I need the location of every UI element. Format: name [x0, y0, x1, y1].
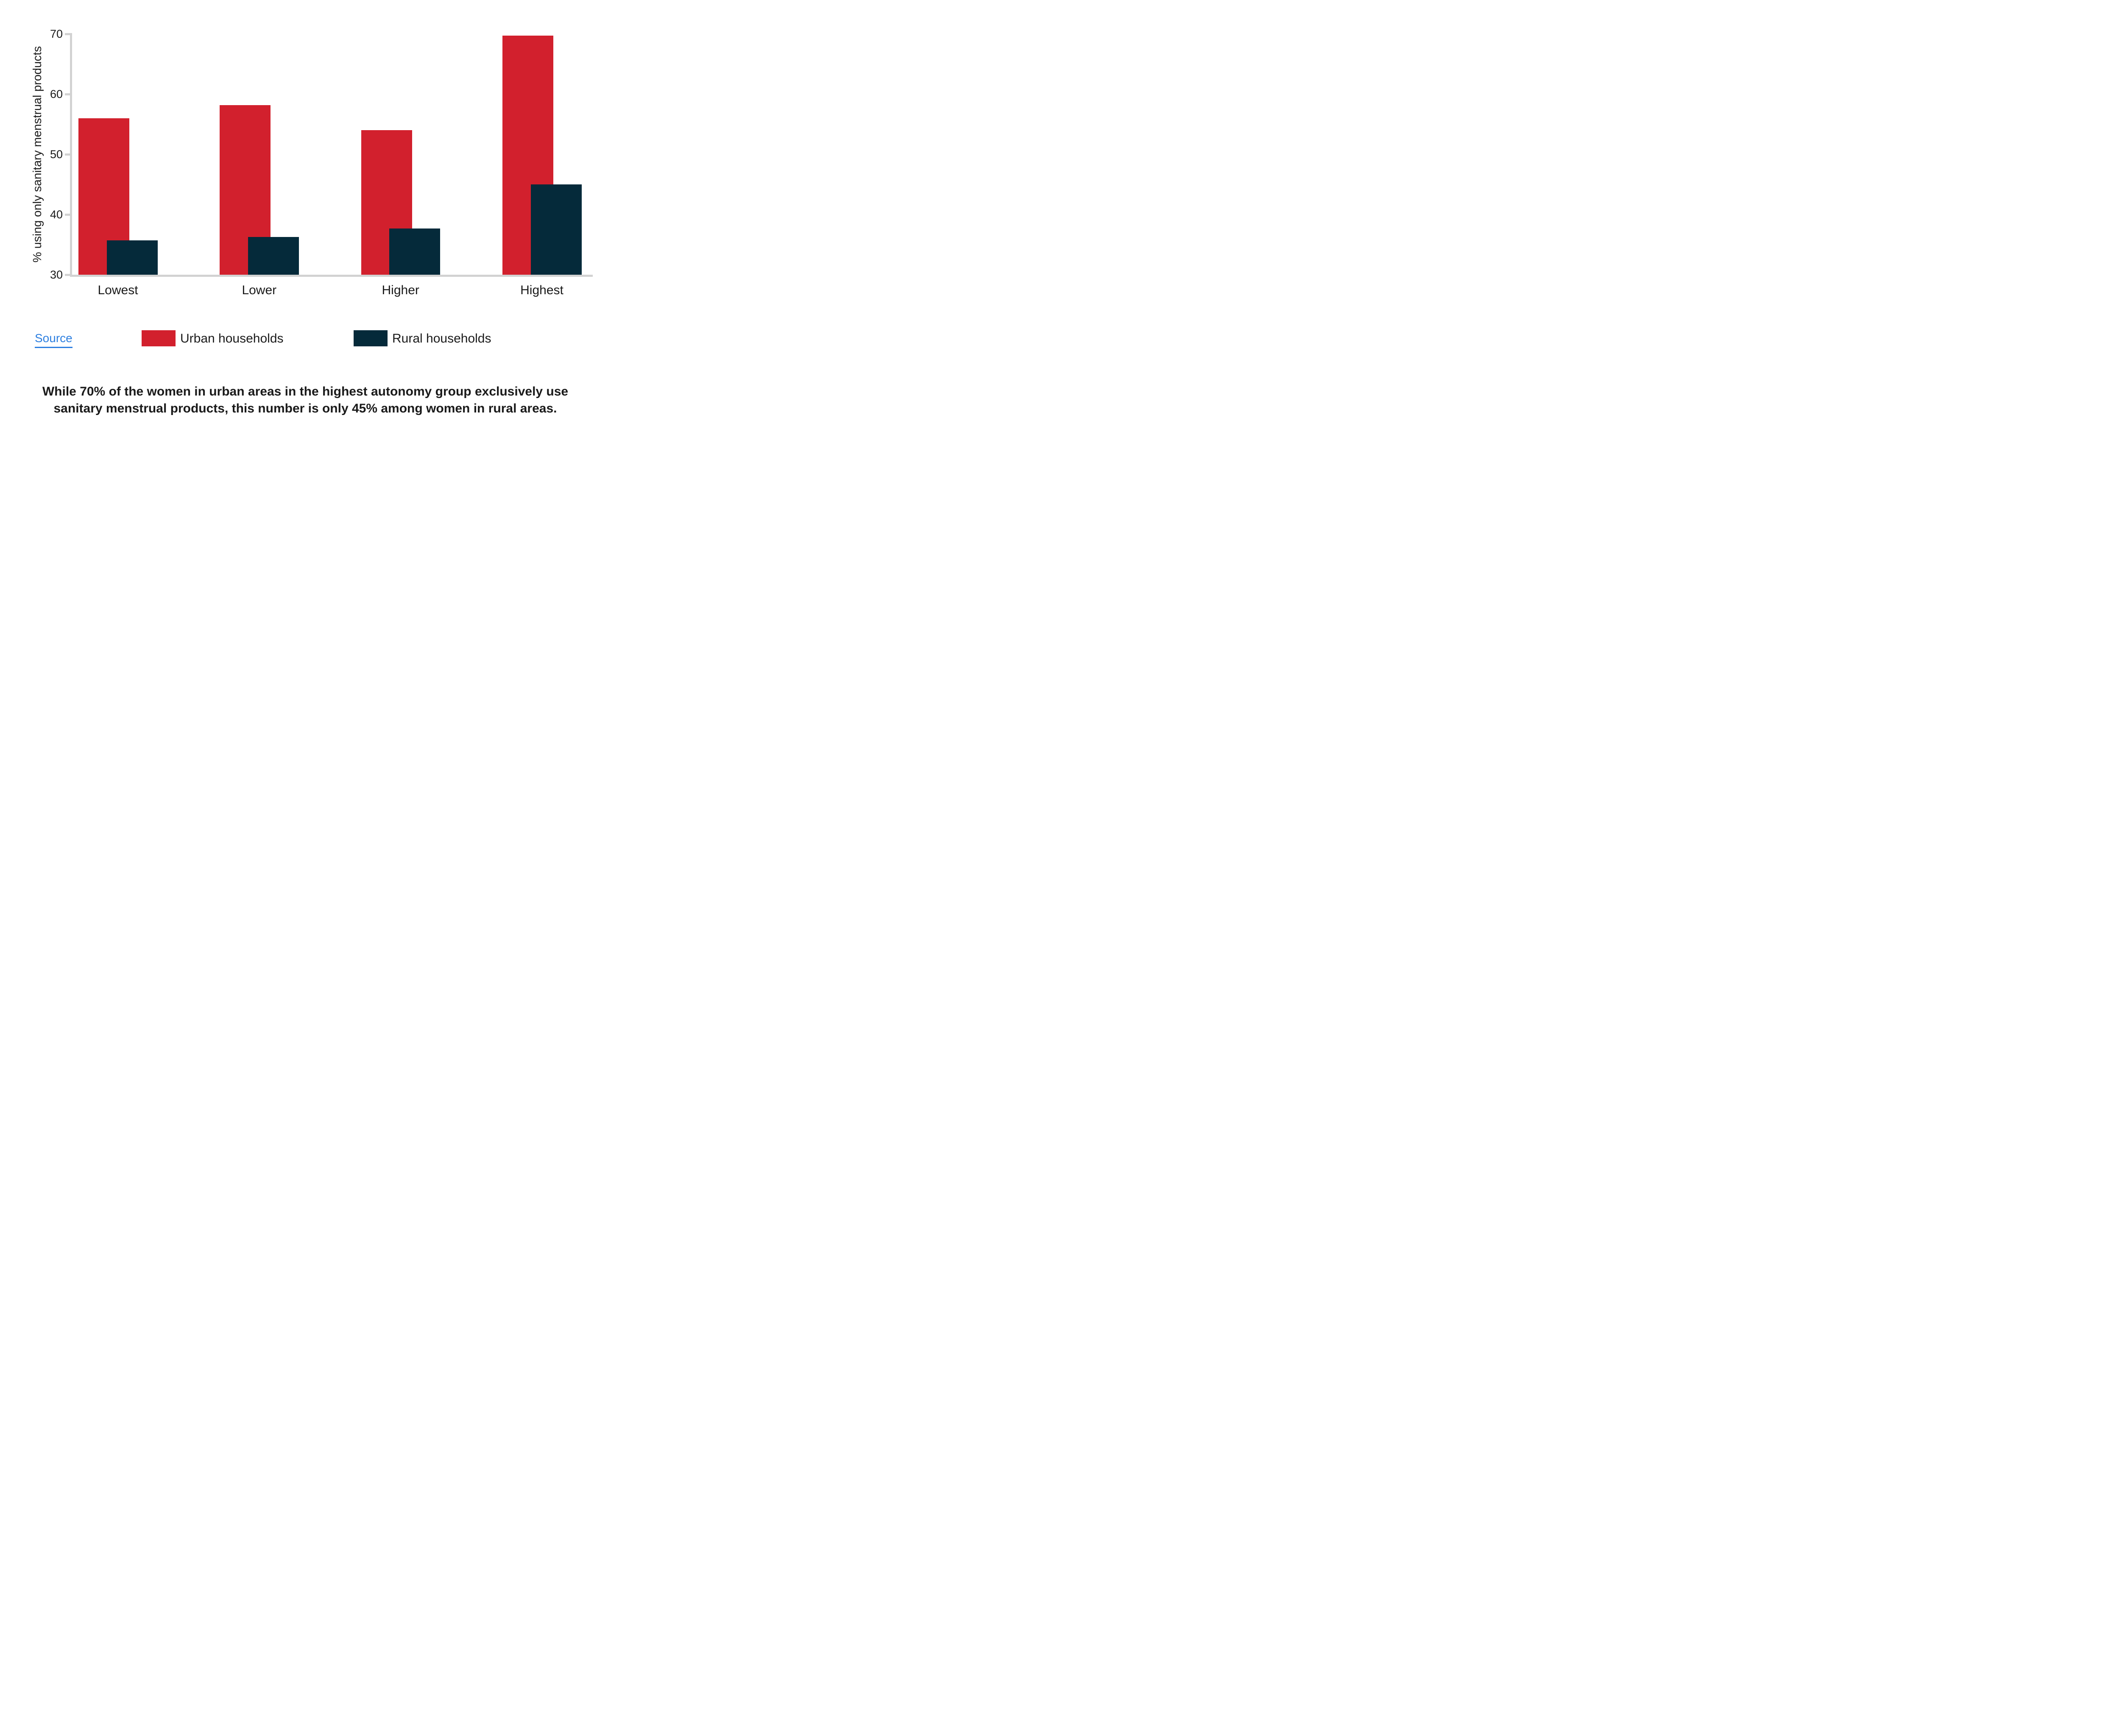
bar-rural-lower	[248, 237, 299, 275]
legend-swatch-urban	[142, 330, 176, 346]
x-category-label-highest: Highest	[520, 283, 563, 297]
y-tick-50	[65, 153, 70, 156]
y-axis-title: % using only sanitary menstrual products	[31, 46, 44, 263]
x-category-label-lower: Lower	[242, 283, 277, 297]
x-category-label-lowest: Lowest	[98, 283, 138, 297]
y-tick-40	[65, 214, 70, 216]
y-tick-label-30: 30	[50, 268, 63, 281]
y-tick-label-70: 70	[50, 28, 63, 40]
caption-line-2: sanitary menstrual products, this number…	[53, 401, 557, 415]
bar-rural-higher	[389, 228, 441, 275]
source-link[interactable]: Source	[35, 332, 73, 348]
legend-label-rural: Rural households	[392, 332, 491, 346]
y-axis-line	[70, 33, 72, 277]
chart-caption: While 70% of the women in urban areas in…	[0, 383, 611, 417]
legend-swatch-rural	[354, 330, 388, 346]
bar-rural-lowest	[106, 240, 158, 275]
y-tick-30	[65, 274, 70, 276]
bar-rural-highest	[530, 184, 582, 275]
legend-label-urban: Urban households	[180, 332, 284, 346]
y-tick-60	[65, 93, 70, 95]
x-axis-line	[70, 275, 593, 277]
chart-figure: 30 40 50 60 70 Lowest Lower Higher Highest % usi…	[0, 0, 611, 434]
y-tick-70	[65, 33, 70, 35]
y-tick-label-40: 40	[50, 208, 63, 221]
y-tick-label-50: 50	[50, 148, 63, 161]
caption-line-1: While 70% of the women in urban areas in…	[42, 385, 569, 398]
y-tick-label-60: 60	[50, 88, 63, 100]
x-category-label-higher: Higher	[382, 283, 419, 297]
